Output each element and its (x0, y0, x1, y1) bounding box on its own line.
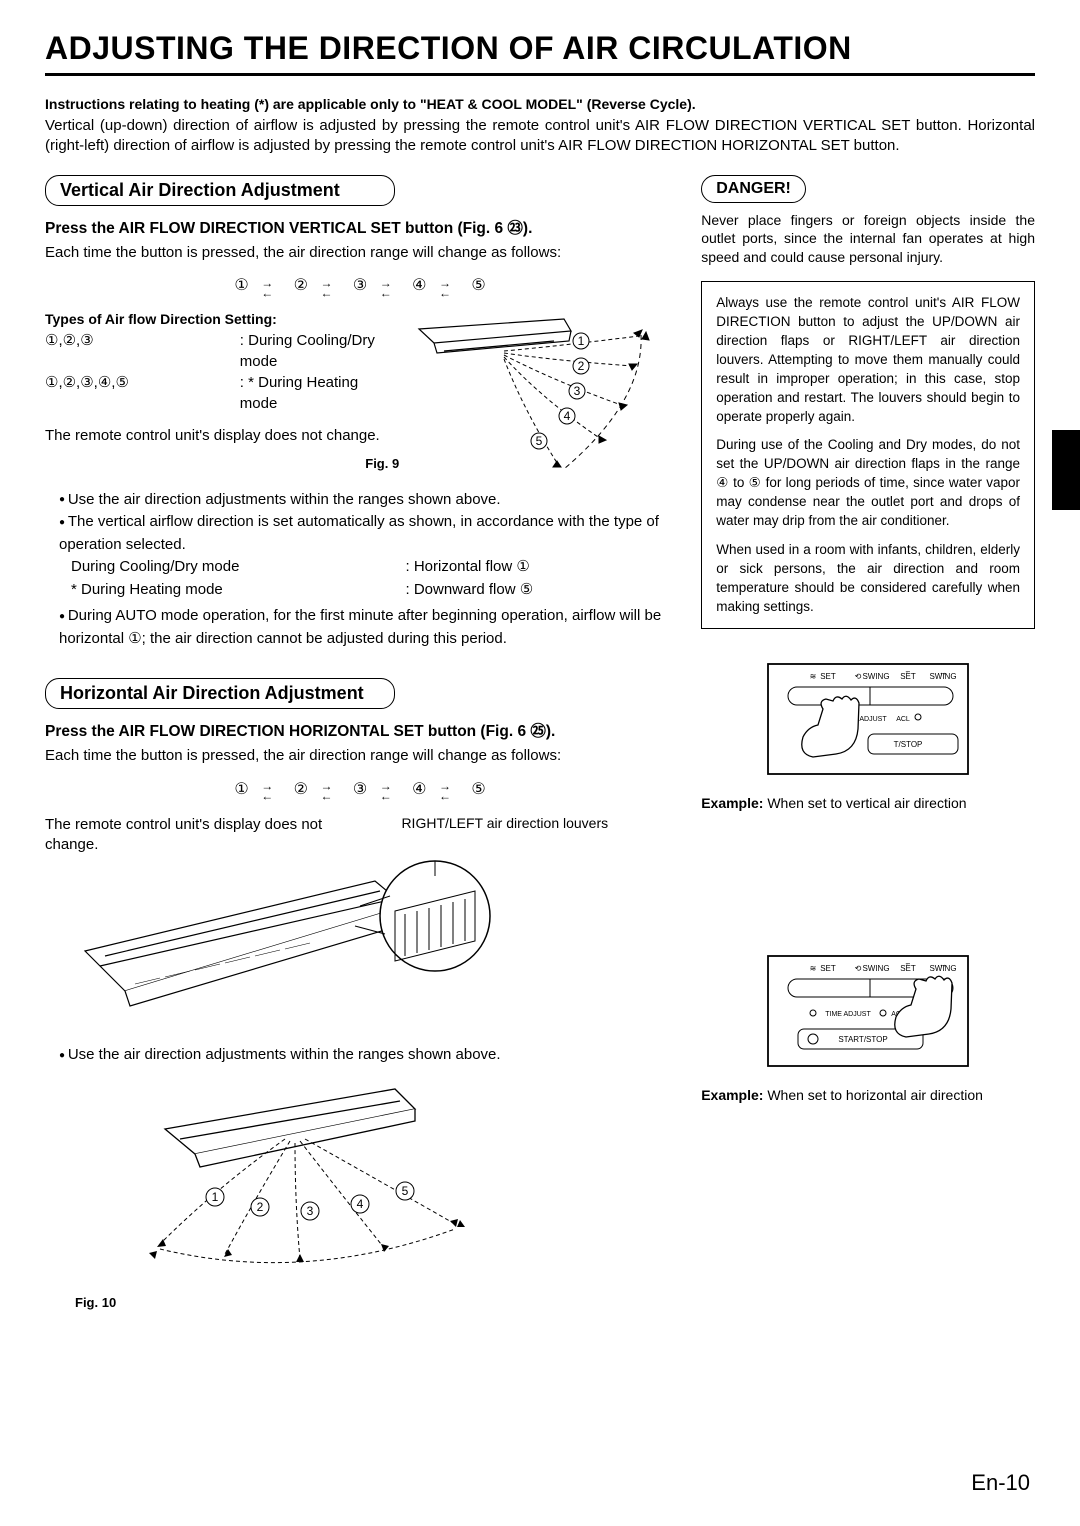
svg-text:3: 3 (574, 384, 581, 398)
remote-horizontal-example: ≋SET ⟲SWING SET≈ SWING↔ TIME ADJUST ACL … (758, 951, 978, 1081)
svg-text:≈: ≈ (906, 668, 911, 677)
danger-text: Never place fingers or foreign objects i… (701, 211, 1035, 268)
page-number: En-10 (971, 1470, 1030, 1496)
b2-line2-r: : Downward flow ⑤ (406, 579, 680, 602)
svg-text:SWING: SWING (863, 672, 890, 681)
svg-text:START/STOP: START/STOP (838, 1035, 887, 1044)
types-label: Types of Air flow Direction Setting: (45, 311, 399, 327)
svg-text:≋: ≋ (810, 964, 817, 973)
b2-line1-l: During Cooling/Dry mode (71, 556, 406, 579)
horizontal-display-note: The remote control unit's display does n… (45, 815, 330, 856)
left-column: Vertical Air Direction Adjustment Press … (45, 175, 679, 1310)
page-title: ADJUSTING THE DIRECTION OF AIR CIRCULATI… (45, 30, 1035, 76)
svg-text:2: 2 (578, 359, 585, 373)
vertical-each-time: Each time the button is pressed, the air… (45, 243, 679, 263)
type1-right: : During Cooling/Dry mode (240, 330, 399, 372)
horizontal-section-header: Horizontal Air Direction Adjustment (45, 678, 395, 709)
horizontal-each-time: Each time the button is pressed, the air… (45, 746, 679, 766)
horizontal-bullet-1: Use the air direction adjustments within… (59, 1044, 679, 1067)
svg-text:SET: SET (820, 672, 836, 681)
type1-left: ①,②,③ (45, 330, 240, 372)
svg-text:4: 4 (357, 1197, 364, 1211)
info-box: Always use the remote control unit's AIR… (701, 281, 1035, 629)
svg-text:ACL: ACL (896, 716, 910, 723)
svg-text:TIME ADJUST: TIME ADJUST (825, 1011, 871, 1018)
svg-text:⟲: ⟲ (855, 964, 862, 973)
vertical-bullet-2: The vertical airflow direction is set au… (59, 511, 679, 556)
svg-text:1: 1 (212, 1190, 219, 1204)
type2-right: : * During Heating mode (240, 372, 399, 414)
right-column: DANGER! Never place fingers or foreign o… (701, 175, 1035, 1310)
svg-text:2: 2 (257, 1200, 264, 1214)
svg-text:SET: SET (820, 964, 836, 973)
svg-text:3: 3 (307, 1204, 314, 1218)
info-p3: When used in a room with infants, childr… (716, 541, 1020, 617)
vertical-press-heading: Press the AIR FLOW DIRECTION VERTICAL SE… (45, 216, 679, 238)
danger-header: DANGER! (701, 175, 806, 203)
b2-line2-l: * During Heating mode (71, 579, 406, 602)
remote-vertical-example: ≋SET ⟲SWING SET≈ SWING↔ ADJUST ACL T/STO… (758, 659, 978, 789)
svg-text:≈: ≈ (906, 960, 911, 969)
example1-text: Example: When set to vertical air direct… (701, 795, 1035, 811)
svg-text:T/STOP: T/STOP (894, 740, 923, 749)
type2-left: ①,②,③,④,⑤ (45, 372, 240, 414)
vertical-bullet-3: During AUTO mode operation, for the firs… (59, 605, 679, 650)
svg-text:≋: ≋ (810, 672, 817, 681)
vertical-bullet-1: Use the air direction adjustments within… (59, 489, 679, 512)
fig9-diagram: 1 2 3 4 5 (409, 311, 669, 481)
svg-text:↔: ↔ (939, 960, 947, 969)
info-p2: During use of the Cooling and Dry modes,… (716, 436, 1020, 530)
horizontal-sequence: ① ② ③ ④ ⑤ (45, 779, 679, 799)
horizontal-unit-diagram (45, 856, 615, 1036)
intro-note: Instructions relating to heating (*) are… (45, 96, 1035, 112)
svg-text:⟲: ⟲ (855, 672, 862, 681)
fig9-label: Fig. 9 (45, 456, 399, 471)
fig10-diagram: 1 2 3 4 5 (105, 1079, 555, 1289)
fig10-label: Fig. 10 (75, 1295, 679, 1310)
b2-line1-r: : Horizontal flow ① (406, 556, 680, 579)
svg-text:1: 1 (578, 334, 585, 348)
horizontal-press-heading: Press the AIR FLOW DIRECTION HORIZONTAL … (45, 719, 679, 741)
svg-text:↔: ↔ (939, 668, 947, 677)
vertical-section-header: Vertical Air Direction Adjustment (45, 175, 395, 206)
svg-text:ADJUST: ADJUST (859, 716, 887, 723)
vertical-sequence: ① ② ③ ④ ⑤ (45, 275, 679, 295)
info-p1: Always use the remote control unit's AIR… (716, 294, 1020, 426)
side-tab (1052, 430, 1080, 510)
svg-text:SWING: SWING (863, 964, 890, 973)
vertical-display-note: The remote control unit's display does n… (45, 426, 399, 446)
example2-text: Example: When set to horizontal air dire… (701, 1087, 1035, 1103)
svg-text:5: 5 (402, 1184, 409, 1198)
intro-text: Vertical (up-down) direction of airflow … (45, 116, 1035, 157)
svg-text:5: 5 (536, 434, 543, 448)
svg-text:4: 4 (564, 409, 571, 423)
louver-label: RIGHT/LEFT air direction louvers (401, 815, 608, 831)
